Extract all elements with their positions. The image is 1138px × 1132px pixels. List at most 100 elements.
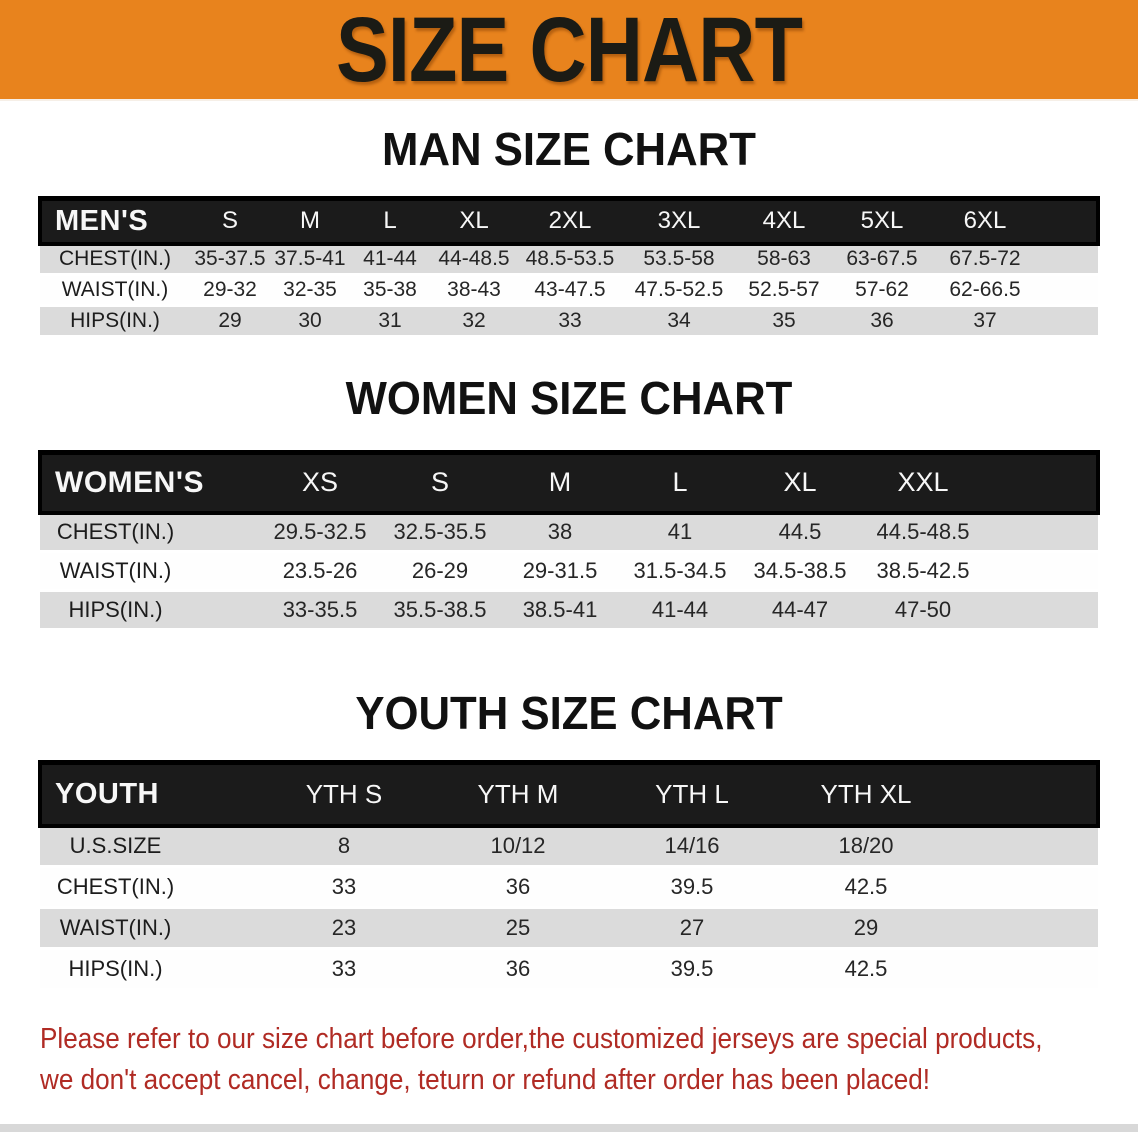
size-column-header: XL: [430, 196, 518, 246]
size-column-header: YTH M: [431, 760, 605, 828]
size-value: 29: [779, 907, 953, 949]
size-value: 57-62: [832, 274, 932, 306]
size-value: 44-48.5: [430, 243, 518, 275]
men-size-table: MEN'S S M L XL 2XL 3XL 4XL 5XL 6XL CHEST(IN.) 35-37…: [38, 196, 1100, 338]
size-value: 29.5-32.5: [260, 512, 380, 552]
size-value: 42.5: [779, 948, 953, 990]
size-column-header: 2XL: [518, 196, 622, 246]
size-column-header: 4XL: [736, 196, 832, 246]
spacer-cell: [1038, 196, 1100, 246]
table-row: HIPS(IN.) 33 36 39.5 42.5: [40, 948, 1098, 990]
size-column-header: L: [350, 196, 430, 246]
size-value: 18/20: [779, 825, 953, 867]
size-value: 34: [622, 305, 736, 337]
size-value: 48.5-53.5: [518, 243, 622, 275]
group-label: YOUTH: [38, 760, 257, 828]
size-column-header: M: [270, 196, 350, 246]
size-value: 41-44: [350, 243, 430, 275]
spacer-cell: [953, 825, 1098, 867]
row-label: CHEST(IN.): [40, 512, 260, 552]
size-column-header: YTH L: [605, 760, 779, 828]
size-value: 53.5-58: [622, 243, 736, 275]
table-row: HIPS(IN.) 29 30 31 32 33 34 35 36 37: [40, 305, 1098, 337]
size-value: 39.5: [605, 866, 779, 908]
size-column-header: XL: [740, 450, 860, 515]
disclaimer-line-1: Please refer to our size chart before or…: [40, 1023, 1043, 1055]
spacer-cell: [953, 866, 1098, 908]
size-value: 37.5-41: [270, 243, 350, 275]
size-value: 38.5-41: [500, 590, 620, 630]
disclaimer-line-2: we don't accept cancel, change, teturn o…: [40, 1064, 931, 1096]
size-value: 25: [431, 907, 605, 949]
size-column-header: 5XL: [832, 196, 932, 246]
size-column-header: XS: [260, 450, 380, 515]
size-value: 62-66.5: [932, 274, 1038, 306]
size-value: 44.5: [740, 512, 860, 552]
disclaimer: Please refer to our size chart before or…: [0, 1019, 1138, 1101]
youth-section-heading: YOUTH SIZE CHART: [355, 687, 783, 739]
size-value: 35: [736, 305, 832, 337]
size-value: 35-37.5: [190, 243, 270, 275]
size-value: 43-47.5: [518, 274, 622, 306]
youth-section: YOUTH SIZE CHART YOUTH YTH S YTH M YTH L YTH…: [0, 687, 1138, 991]
group-label: MEN'S: [38, 196, 190, 246]
spacer-cell: [1038, 305, 1098, 337]
table-header-row: YOUTH YTH S YTH M YTH L YTH XL: [38, 760, 1100, 828]
size-column-header: YTH S: [257, 760, 431, 828]
size-value: 37: [932, 305, 1038, 337]
group-label: WOMEN'S: [38, 450, 260, 515]
size-value: 58-63: [736, 243, 832, 275]
size-value: 63-67.5: [832, 243, 932, 275]
size-value: 33: [518, 305, 622, 337]
size-column-header: XXL: [860, 450, 986, 515]
size-value: 34.5-38.5: [740, 551, 860, 591]
youth-size-table: YOUTH YTH S YTH M YTH L YTH XL U.S.SIZE 8 10/12…: [38, 760, 1100, 991]
row-label: WAIST(IN.): [40, 907, 257, 949]
size-column-header: 6XL: [932, 196, 1038, 246]
women-size-table: WOMEN'S XS S M L XL XXL CHEST(IN.) 29.5-32.5 32.5…: [38, 450, 1100, 631]
size-value: 44.5-48.5: [860, 512, 986, 552]
size-value: 27: [605, 907, 779, 949]
row-label: WAIST(IN.): [40, 551, 260, 591]
spacer-cell: [953, 907, 1098, 949]
size-value: 29-31.5: [500, 551, 620, 591]
row-label: U.S.SIZE: [40, 825, 257, 867]
size-value: 36: [431, 866, 605, 908]
spacer-cell: [1038, 243, 1098, 275]
spacer-cell: [986, 450, 1100, 515]
size-value: 14/16: [605, 825, 779, 867]
spacer-cell: [986, 551, 1098, 591]
size-value: 30: [270, 305, 350, 337]
women-section: WOMEN SIZE CHART WOMEN'S XS S M L XL XXL CHEST(…: [0, 372, 1138, 631]
size-value: 10/12: [431, 825, 605, 867]
table-header-row: WOMEN'S XS S M L XL XXL: [38, 450, 1100, 515]
spacer-cell: [986, 590, 1098, 630]
row-label: HIPS(IN.): [40, 590, 260, 630]
size-value: 29: [190, 305, 270, 337]
size-value: 44-47: [740, 590, 860, 630]
size-value: 29-32: [190, 274, 270, 306]
size-column-header: S: [380, 450, 500, 515]
size-value: 26-29: [380, 551, 500, 591]
men-section: MAN SIZE CHART MEN'S S M L XL 2XL 3XL 4XL 5XL 6XL…: [0, 123, 1138, 338]
table-row: U.S.SIZE 8 10/12 14/16 18/20: [40, 825, 1098, 867]
size-column-header: M: [500, 450, 620, 515]
size-value: 38.5-42.5: [860, 551, 986, 591]
men-section-heading: MAN SIZE CHART: [382, 123, 756, 175]
row-label: HIPS(IN.): [40, 305, 190, 337]
size-value: 8: [257, 825, 431, 867]
size-value: 23: [257, 907, 431, 949]
size-column-header: YTH XL: [779, 760, 953, 828]
row-label: HIPS(IN.): [40, 948, 257, 990]
size-value: 35-38: [350, 274, 430, 306]
size-value: 31: [350, 305, 430, 337]
women-section-heading: WOMEN SIZE CHART: [345, 372, 793, 424]
size-value: 32-35: [270, 274, 350, 306]
size-value: 35.5-38.5: [380, 590, 500, 630]
size-value: 32: [430, 305, 518, 337]
size-value: 41: [620, 512, 740, 552]
table-row: CHEST(IN.) 29.5-32.5 32.5-35.5 38 41 44.5 44.5…: [40, 512, 1098, 552]
size-value: 47-50: [860, 590, 986, 630]
size-value: 36: [431, 948, 605, 990]
